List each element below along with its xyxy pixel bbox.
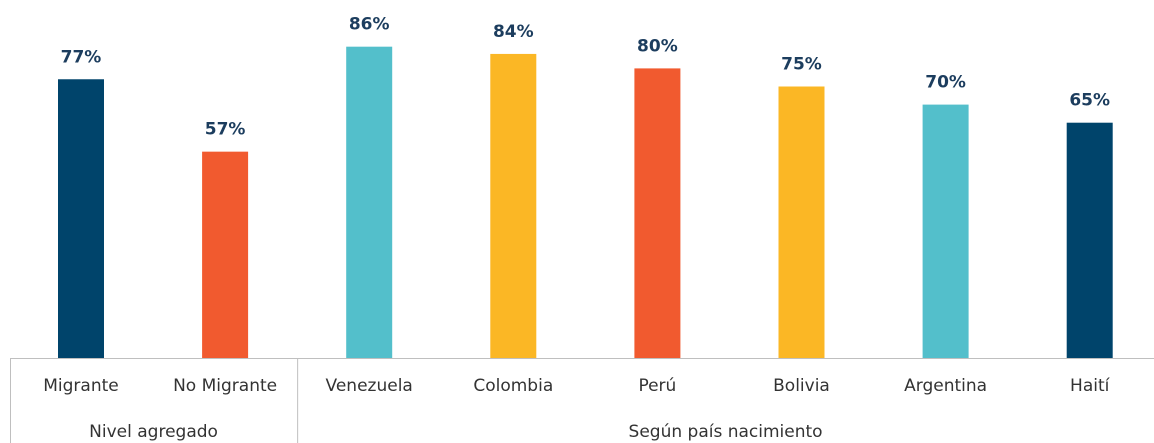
value-label: 80%	[637, 36, 678, 56]
bar	[490, 53, 537, 359]
x-tick-label: Haití	[1070, 376, 1111, 396]
bar	[778, 86, 825, 358]
value-label: 57%	[205, 120, 246, 140]
value-label: 86%	[349, 15, 390, 35]
x-tick-label: Argentina	[904, 376, 987, 396]
value-label: 84%	[493, 22, 534, 42]
bar	[1066, 122, 1113, 358]
group-label: Nivel agregado	[89, 422, 218, 442]
x-tick-label: Bolivia	[773, 376, 830, 396]
x-tick-label: No Migrante	[173, 376, 277, 396]
x-tick-label: Venezuela	[326, 376, 413, 396]
bar	[202, 151, 249, 358]
x-tick-label: Migrante	[43, 376, 119, 396]
value-label: 70%	[925, 73, 966, 93]
bar	[922, 104, 969, 358]
value-label: 65%	[1069, 91, 1110, 111]
x-tick-label: Colombia	[473, 376, 553, 396]
bar	[346, 46, 393, 359]
x-tick-label: Perú	[638, 376, 676, 396]
bar	[634, 68, 681, 359]
value-label: 77%	[61, 47, 102, 67]
group-label: Según país nacimiento	[629, 422, 823, 442]
value-label: 75%	[781, 55, 822, 75]
bar	[58, 79, 104, 358]
